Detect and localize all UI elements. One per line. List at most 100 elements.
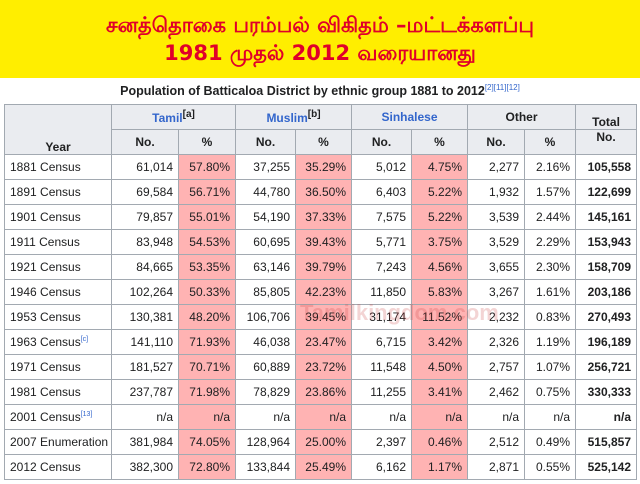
cell-muslim-pct: 35.29% — [295, 154, 352, 180]
cell-muslim-pct: n/a — [295, 404, 352, 430]
cell-other-no: 2,871 — [467, 454, 525, 480]
cell-muslim-no: 54,190 — [235, 204, 296, 230]
header-sinhalese[interactable]: Sinhalese — [351, 104, 468, 130]
cell-muslim-no: 44,780 — [235, 179, 296, 205]
cell-muslim-no: 128,964 — [235, 429, 296, 455]
cell-sinhalese-no: 11,255 — [351, 379, 412, 405]
header-muslim-ref[interactable]: [b] — [307, 109, 321, 120]
cell-muslim-pct: 39.79% — [295, 254, 352, 280]
cell-tamil-pct: 74.05% — [178, 429, 236, 455]
cell-tamil-pct: 70.71% — [178, 354, 236, 380]
cell-muslim-no: n/a — [235, 404, 296, 430]
cell-year: 1881 Census — [4, 154, 112, 180]
header-row-groups: Year Tamil[a] Muslim[b] Sinhalese Other … — [4, 104, 638, 155]
cell-other-pct: 2.30% — [523, 254, 577, 280]
cell-other-pct: 1.19% — [523, 329, 577, 355]
cell-other-pct: 1.57% — [523, 179, 577, 205]
cell-year: 2007 Enumeration — [4, 429, 112, 455]
cell-year: 1946 Census — [4, 279, 112, 305]
cell-muslim-pct: 39.45% — [295, 304, 352, 330]
table-caption: Population of Batticaloa District by eth… — [0, 83, 640, 98]
year-label: 2007 Enumeration — [10, 435, 109, 449]
header-total-no: No. — [575, 129, 638, 155]
cell-muslim-no: 133,844 — [235, 454, 296, 480]
cell-sinhalese-pct: 3.41% — [411, 379, 468, 405]
table-row: 1953 Census 130,381 48.20% 106,706 39.45% 31,… — [4, 304, 638, 330]
header-other: Other — [466, 104, 577, 130]
caption-references[interactable]: [2][11][12] — [484, 83, 520, 92]
cell-total: 525,142 — [575, 454, 638, 480]
cell-other-pct: 2.16% — [523, 154, 577, 180]
header-row-subcolumns: No. % No. % No. % No. % No. — [5, 129, 638, 155]
year-label: 1891 Census — [10, 185, 81, 199]
cell-tamil-pct: 71.98% — [178, 379, 236, 405]
cell-tamil-pct: 53.35% — [178, 254, 236, 280]
cell-total: 105,558 — [575, 154, 638, 180]
cell-sinhalese-pct: 4.56% — [411, 254, 468, 280]
cell-other-pct: n/a — [523, 404, 577, 430]
cell-other-no: 2,462 — [467, 379, 525, 405]
cell-year: 2012 Census — [4, 454, 112, 480]
cell-muslim-no: 46,038 — [235, 329, 296, 355]
cell-tamil-pct: 50.33% — [178, 279, 236, 305]
cell-muslim-no: 78,829 — [235, 379, 296, 405]
cell-total: 196,189 — [575, 329, 638, 355]
cell-sinhalese-no: 6,162 — [351, 454, 412, 480]
caption-title: Population of Batticaloa District by eth… — [120, 84, 485, 99]
cell-muslim-pct: 23.47% — [295, 329, 352, 355]
year-label: 1946 Census — [10, 285, 81, 299]
table-row: 1981 Census 237,787 71.98% 78,829 23.86% 11,2… — [4, 379, 638, 405]
cell-tamil-pct: 72.80% — [178, 454, 236, 480]
cell-total: n/a — [575, 404, 638, 430]
year-label: 1921 Census — [10, 260, 81, 274]
cell-tamil-pct: 55.01% — [178, 204, 236, 230]
cell-total: 203,186 — [575, 279, 638, 305]
year-label: 1971 Census — [10, 360, 81, 374]
title-banner: சனத்தொகை பரம்பல் விகிதம் –மட்டக்களப்பு 1… — [0, 0, 640, 78]
header-total: Total — [575, 104, 638, 130]
cell-sinhalese-no: 6,715 — [351, 329, 412, 355]
banner-title-line-1: சனத்தொகை பரம்பல் விகிதம் –மட்டக்களப்பு — [106, 13, 534, 37]
cell-tamil-no: 141,110 — [111, 329, 179, 355]
cell-other-pct: 2.29% — [523, 229, 577, 255]
year-reference[interactable]: [13] — [80, 411, 93, 418]
table-row: 1881 Census 61,014 57.80% 37,255 35.29% 5,012… — [4, 154, 638, 180]
cell-sinhalese-no: 2,397 — [351, 429, 412, 455]
table-row: 1971 Census 181,527 70.71% 60,889 23.72% 11,5… — [4, 354, 638, 380]
cell-other-no: 2,326 — [467, 329, 525, 355]
cell-sinhalese-no: 6,403 — [351, 179, 412, 205]
cell-total: 256,721 — [575, 354, 638, 380]
cell-year: 2001 Census[13] — [4, 404, 112, 430]
cell-other-no: n/a — [467, 404, 525, 430]
cell-muslim-no: 85,805 — [235, 279, 296, 305]
header-muslim-link[interactable]: Muslim — [266, 111, 308, 125]
cell-year: 1901 Census — [4, 204, 112, 230]
cell-sinhalese-pct: 4.50% — [411, 354, 468, 380]
cell-total: 122,699 — [575, 179, 638, 205]
cell-sinhalese-no: 5,012 — [351, 154, 412, 180]
cell-other-no: 3,539 — [467, 204, 525, 230]
cell-muslim-no: 63,146 — [235, 254, 296, 280]
header-sinhalese-link[interactable]: Sinhalese — [381, 110, 438, 124]
cell-sinhalese-pct: 5.83% — [411, 279, 468, 305]
header-tamil-link[interactable]: Tamil — [152, 111, 183, 125]
cell-muslim-pct: 36.50% — [295, 179, 352, 205]
header-sinhalese-no: No. — [351, 129, 412, 155]
cell-muslim-no: 60,889 — [235, 354, 296, 380]
cell-muslim-pct: 23.72% — [295, 354, 352, 380]
cell-other-no: 1,932 — [467, 179, 525, 205]
year-reference[interactable]: [c] — [80, 336, 89, 343]
year-label: 1981 Census — [10, 385, 81, 399]
cell-other-pct: 2.44% — [523, 204, 577, 230]
header-muslim[interactable]: Muslim[b] — [235, 104, 352, 130]
cell-other-pct: 1.61% — [523, 279, 577, 305]
cell-muslim-no: 60,695 — [235, 229, 296, 255]
table-row: 2012 Census 382,300 72.80% 133,844 25.49% 6,1… — [4, 454, 638, 480]
cell-year: 1971 Census — [4, 354, 112, 380]
cell-tamil-pct: 48.20% — [178, 304, 236, 330]
cell-tamil-pct: 57.80% — [178, 154, 236, 180]
header-tamil-ref[interactable]: [a] — [182, 109, 195, 120]
cell-other-pct: 0.83% — [523, 304, 577, 330]
year-label: 1901 Census — [10, 210, 81, 224]
header-tamil[interactable]: Tamil[a] — [111, 104, 236, 130]
